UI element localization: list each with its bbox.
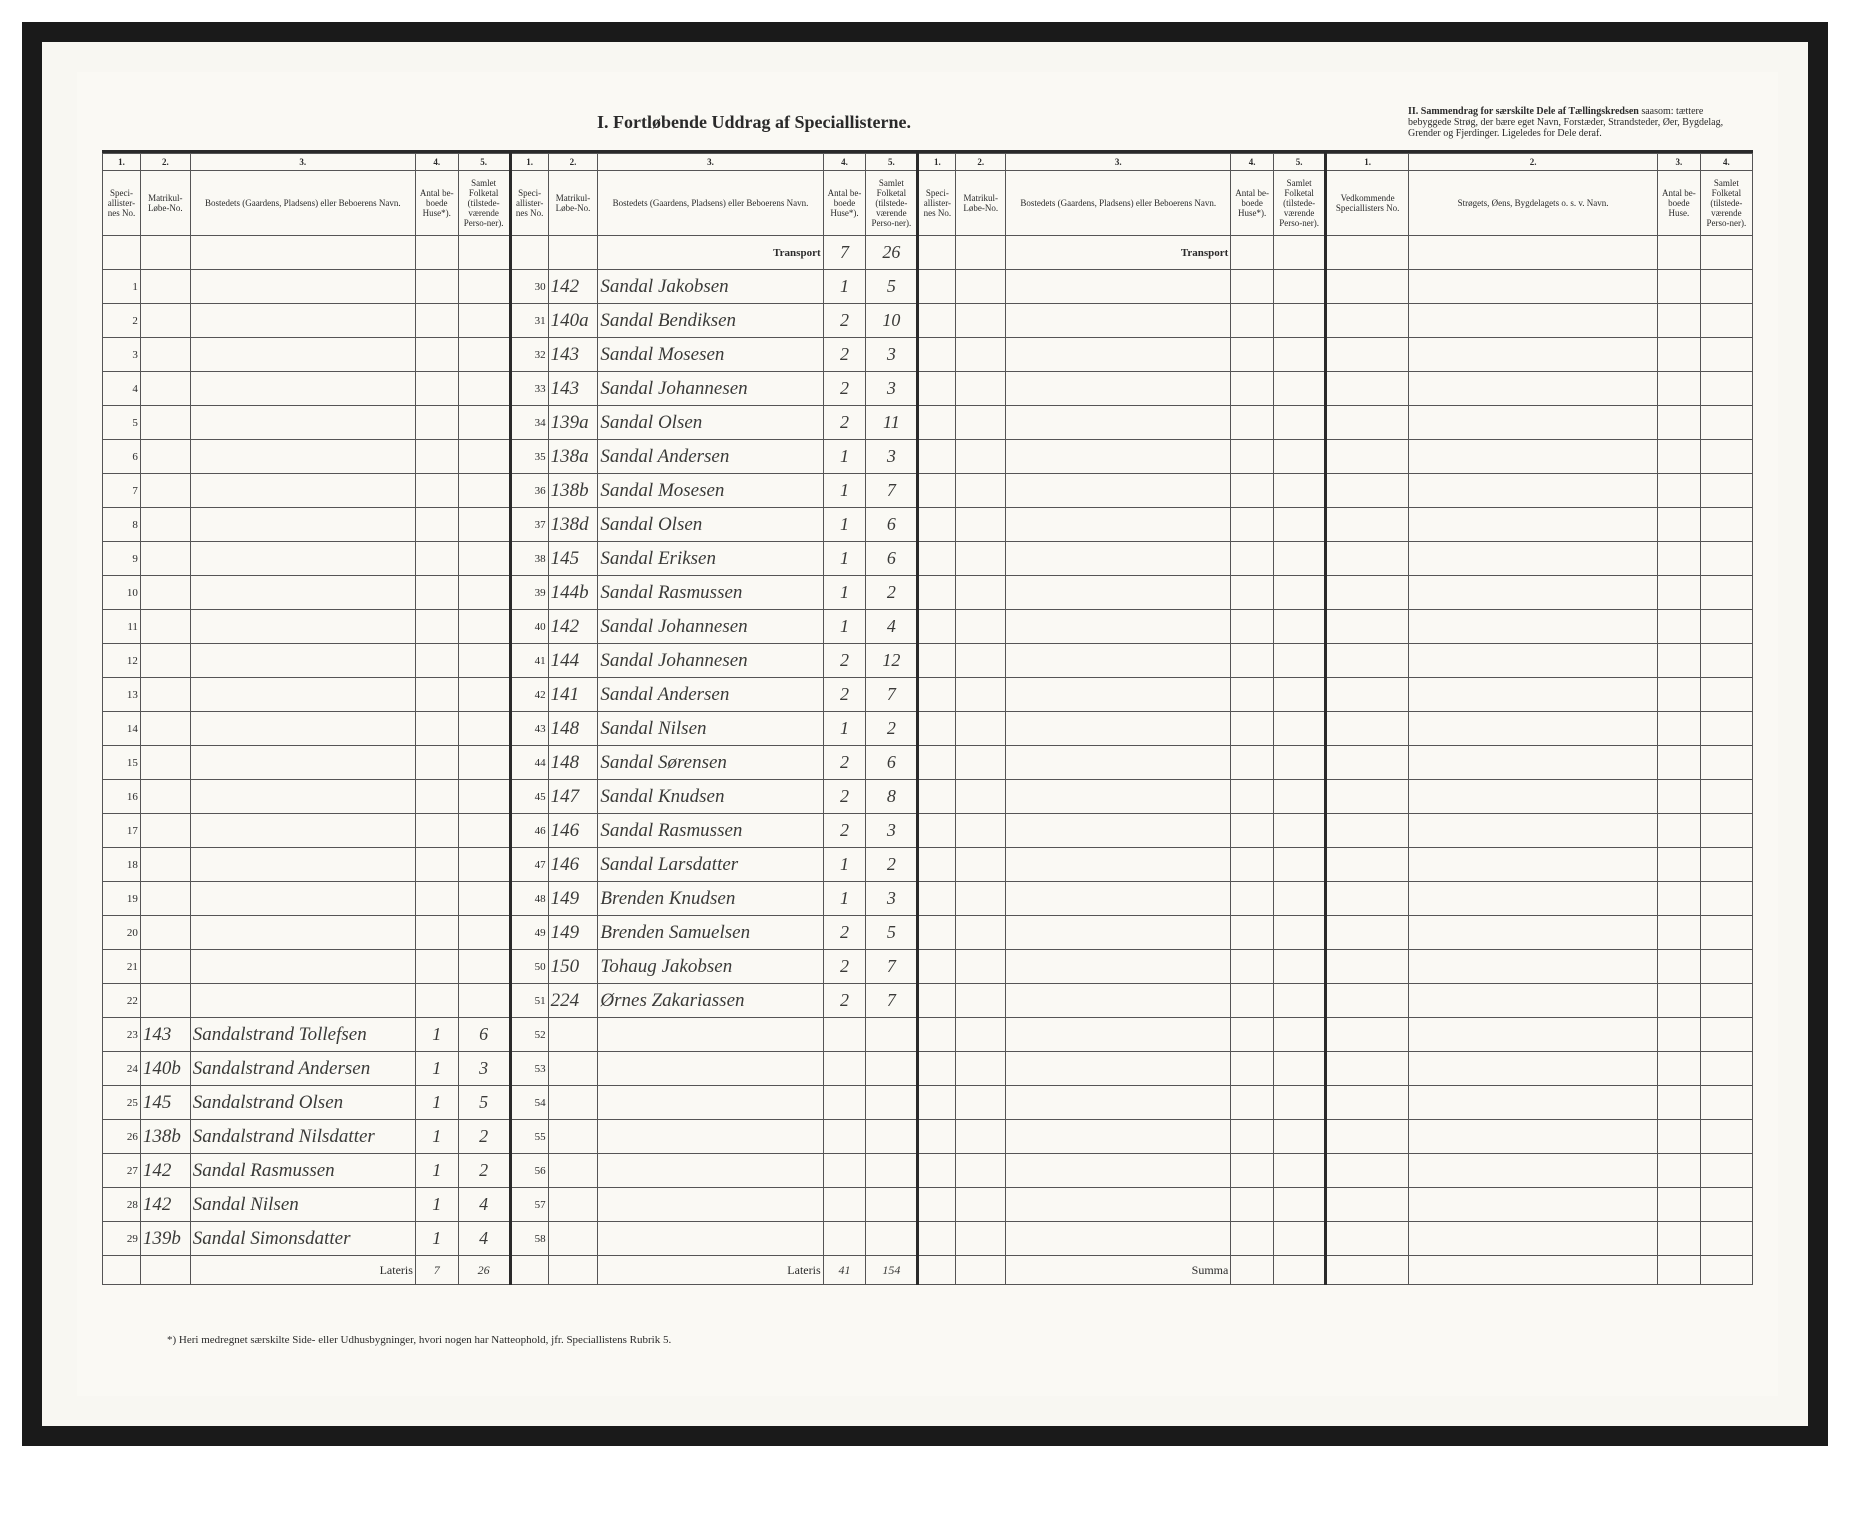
hdr-a4: 4. (415, 154, 458, 171)
table-row: 534139aSandal Olsen211 (103, 406, 1753, 440)
lbl-c5: Samlet Folketal (tilstede-værende Perso-… (1274, 171, 1326, 236)
lbl-c1: Speci-allister-nes No. (918, 171, 956, 236)
table-row: 1645147Sandal Knudsen28 (103, 780, 1753, 814)
hdr-c2: 2. (956, 154, 1006, 171)
lbl-ii2: Strøgets, Øens, Bygdelagets o. s. v. Nav… (1409, 171, 1658, 236)
lbl-b2: Matrikul-Løbe-No. (548, 171, 598, 236)
lbl-c2: Matrikul-Løbe-No. (956, 171, 1006, 236)
table-row: 837138dSandal Olsen16 (103, 508, 1753, 542)
lbl-c3: Bostedets (Gaardens, Pladsens) eller Beb… (1006, 171, 1231, 236)
header-num-row: 1. 2. 3. 4. 5. 1. 2. 3. 4. 5. 1. 2. (103, 154, 1753, 171)
table-row: 635138aSandal Andersen13 (103, 440, 1753, 474)
table-row: 1241144Sandal Johannesen212 (103, 644, 1753, 678)
hdr-a2: 2. (140, 154, 190, 171)
table-row: 1847146Sandal Larsdatter12 (103, 848, 1753, 882)
footnote: *) Heri medregnet særskilte Side- eller … (167, 1334, 671, 1346)
title-main: I. Fortløbende Uddrag af Speciallisterne… (597, 112, 911, 133)
title-side-bold: II. Sammendrag for særskilte Dele af Tæl… (1408, 106, 1639, 117)
table-row: 231140aSandal Bendiksen210 (103, 304, 1753, 338)
table-row: 2049149Brenden Samuelsen25 (103, 916, 1753, 950)
table-row: 2251224Ørnes Zakariassen27 (103, 984, 1753, 1018)
hdr-ii2: 2. (1409, 154, 1658, 171)
table-row: 130142Sandal Jakobsen15 (103, 270, 1753, 304)
hdr-c4: 4. (1231, 154, 1274, 171)
table-row: 938145Sandal Eriksen16 (103, 542, 1753, 576)
hdr-c3: 3. (1006, 154, 1231, 171)
ledger-page: I. Fortløbende Uddrag af Speciallisterne… (77, 72, 1778, 1396)
lbl-b3: Bostedets (Gaardens, Pladsens) eller Beb… (598, 171, 823, 236)
table-row: 29139bSandal Simonsdatter1458 (103, 1222, 1753, 1256)
photo-border: I. Fortløbende Uddrag af Speciallisterne… (22, 22, 1828, 1446)
table-row: 736138bSandal Mosesen17 (103, 474, 1753, 508)
lbl-c4: Antal be-boede Huse*). (1231, 171, 1274, 236)
transport-row: Transport726Transport (103, 236, 1753, 270)
hdr-b3: 3. (598, 154, 823, 171)
table-row: 25145Sandalstrand Olsen1554 (103, 1086, 1753, 1120)
lbl-ii3: Antal be-boede Huse. (1658, 171, 1701, 236)
lbl-a4: Antal be-boede Huse*). (415, 171, 458, 236)
hdr-b2: 2. (548, 154, 598, 171)
table-row: 433143Sandal Johannesen23 (103, 372, 1753, 406)
table-row: 1443148Sandal Nilsen12 (103, 712, 1753, 746)
table-row: 1342141Sandal Andersen27 (103, 678, 1753, 712)
hdr-a3: 3. (190, 154, 415, 171)
hdr-b4: 4. (823, 154, 866, 171)
lbl-b4: Antal be-boede Huse*). (823, 171, 866, 236)
hdr-a5: 5. (458, 154, 510, 171)
table-row: 1039144bSandal Rasmussen12 (103, 576, 1753, 610)
table-body: Transport726Transport130142Sandal Jakobs… (103, 236, 1753, 1285)
ledger-table: 1. 2. 3. 4. 5. 1. 2. 3. 4. 5. 1. 2. (102, 153, 1753, 1285)
table-head: 1. 2. 3. 4. 5. 1. 2. 3. 4. 5. 1. 2. (103, 154, 1753, 236)
table-row: 1544148Sandal Sørensen26 (103, 746, 1753, 780)
title-side: II. Sammendrag for særskilte Dele af Tæl… (1408, 106, 1738, 139)
table-row: 23143Sandalstrand Tollefsen1652 (103, 1018, 1753, 1052)
hdr-c5: 5. (1274, 154, 1326, 171)
lbl-a1: Speci-allister-nes No. (103, 171, 141, 236)
table-row: 332143Sandal Mosesen23 (103, 338, 1753, 372)
title-row: I. Fortløbende Uddrag af Speciallisterne… (77, 112, 1778, 142)
lbl-b1: Speci-allister-nes No. (510, 171, 548, 236)
table-row: 1948149Brenden Knudsen13 (103, 882, 1753, 916)
hdr-a1: 1. (103, 154, 141, 171)
table-row: 28142Sandal Nilsen1457 (103, 1188, 1753, 1222)
hdr-b5: 5. (866, 154, 918, 171)
lbl-ii1: Vedkommende Speciallisters No. (1326, 171, 1409, 236)
lbl-b5: Samlet Folketal (tilstede-værende Perso-… (866, 171, 918, 236)
lateris-row: Lateris726Lateris41154Summa (103, 1256, 1753, 1285)
table-row: 1746146Sandal Rasmussen23 (103, 814, 1753, 848)
lbl-a2: Matrikul-Løbe-No. (140, 171, 190, 236)
hdr-ii1: 1. (1326, 154, 1409, 171)
table-row: 27142Sandal Rasmussen1256 (103, 1154, 1753, 1188)
table-row: 26138bSandalstrand Nilsdatter1255 (103, 1120, 1753, 1154)
scan-frame: I. Fortløbende Uddrag af Speciallisterne… (0, 0, 1850, 1536)
hdr-ii3: 3. (1658, 154, 1701, 171)
lbl-ii4: Samlet Folketal (tilstede-værende Perso-… (1700, 171, 1752, 236)
table-row: 1140142Sandal Johannesen14 (103, 610, 1753, 644)
ledger-area: 1. 2. 3. 4. 5. 1. 2. 3. 4. 5. 1. 2. (102, 150, 1753, 1326)
hdr-c1: 1. (918, 154, 956, 171)
hdr-ii4: 4. (1700, 154, 1752, 171)
header-label-row: Speci-allister-nes No. Matrikul-Løbe-No.… (103, 171, 1753, 236)
table-row: 2150150Tohaug Jakobsen27 (103, 950, 1753, 984)
hdr-b1: 1. (510, 154, 548, 171)
lbl-a5: Samlet Folketal (tilstede-værende Perso-… (458, 171, 510, 236)
table-row: 24140bSandalstrand Andersen1353 (103, 1052, 1753, 1086)
lbl-a3: Bostedets (Gaardens, Pladsens) eller Beb… (190, 171, 415, 236)
